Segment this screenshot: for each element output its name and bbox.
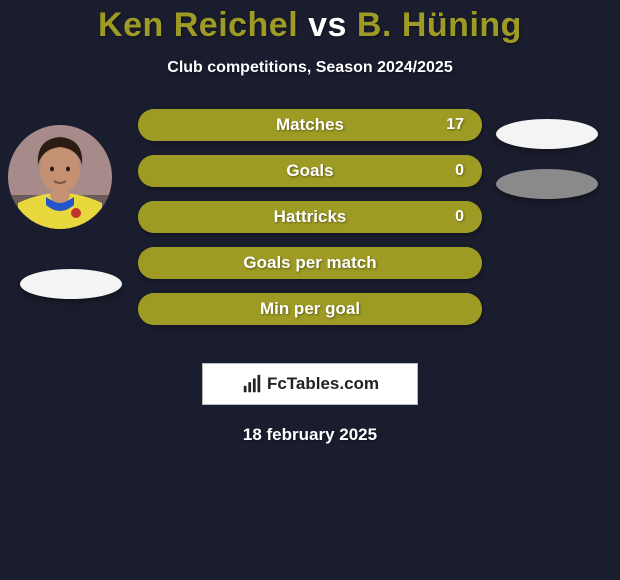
stat-row-goals-per-match: Goals per match (138, 247, 482, 279)
stat-rows: Matches 17 Goals 0 Hattricks 0 Goals per… (138, 109, 482, 325)
stat-value: 17 (446, 116, 464, 134)
stat-row-hattricks: Hattricks 0 (138, 201, 482, 233)
player2-name: B. Hüning (357, 6, 522, 44)
player2-club-icon (496, 169, 598, 199)
footer-logo-text: FcTables.com (267, 374, 379, 394)
avatar-illustration (8, 125, 112, 229)
stat-label: Goals per match (243, 253, 376, 273)
stat-label: Min per goal (260, 299, 360, 319)
stat-row-matches: Matches 17 (138, 109, 482, 141)
stat-value: 0 (455, 162, 464, 180)
player1-flag-icon (20, 269, 122, 299)
player2-flag-icon (496, 119, 598, 149)
vs-text: vs (308, 6, 347, 44)
bar-chart-icon (241, 373, 263, 395)
stat-value: 0 (455, 208, 464, 226)
stat-label: Matches (276, 115, 344, 135)
footer-logo[interactable]: FcTables.com (202, 363, 418, 405)
comparison-card: Ken Reichel vs B. Hüning Club competitio… (0, 0, 620, 445)
stat-row-min-per-goal: Min per goal (138, 293, 482, 325)
stat-row-goals: Goals 0 (138, 155, 482, 187)
subtitle: Club competitions, Season 2024/2025 (0, 59, 620, 77)
main-area: Matches 17 Goals 0 Hattricks 0 Goals per… (0, 109, 620, 349)
player1-name: Ken Reichel (98, 6, 298, 44)
stat-label: Goals (286, 161, 333, 181)
date-text: 18 february 2025 (0, 425, 620, 445)
stat-label: Hattricks (274, 207, 347, 227)
page-title: Ken Reichel vs B. Hüning (0, 0, 620, 45)
player1-avatar (8, 125, 112, 229)
